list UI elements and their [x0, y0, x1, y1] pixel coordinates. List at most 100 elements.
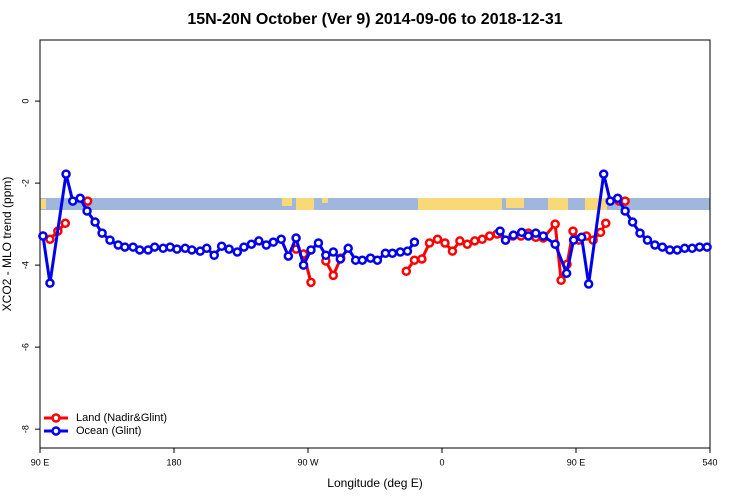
data-point [254, 236, 264, 246]
data-point [470, 236, 480, 246]
data-point [672, 245, 682, 255]
data-point [61, 169, 71, 179]
data-point [620, 196, 630, 206]
data-point [702, 242, 712, 252]
data-point [387, 248, 398, 258]
data-point [508, 230, 519, 240]
data-point [523, 231, 534, 241]
x-tick-label: 90 E [567, 457, 586, 467]
data-point [601, 218, 611, 229]
legend-label: Ocean (Glint) [76, 425, 141, 437]
data-point [291, 233, 301, 243]
legend-marker [51, 426, 61, 436]
data-point [120, 242, 130, 252]
data-point [440, 238, 450, 248]
data-point [635, 228, 645, 238]
data-point [306, 245, 316, 255]
data-point [343, 243, 353, 254]
chart-title: 15N-20N October (Ver 9) 2014-09-06 to 20… [187, 11, 562, 28]
data-point [328, 247, 339, 257]
data-point [432, 234, 443, 245]
data-point [612, 193, 623, 204]
data-point [679, 243, 690, 254]
data-point [82, 196, 93, 206]
map-ocean-band [40, 198, 710, 210]
data-point [687, 243, 697, 254]
series-line [41, 173, 708, 285]
data-point [495, 226, 505, 236]
y-tick-label: -8 [20, 425, 30, 433]
series-line [42, 199, 626, 283]
plot-frame [39, 39, 711, 449]
data-point [328, 270, 339, 281]
data-point [313, 238, 324, 248]
data-point [209, 250, 219, 261]
data-point [45, 234, 55, 245]
data-point [283, 251, 294, 261]
data-point [172, 244, 182, 254]
y-tick-label: -4 [20, 261, 30, 269]
data-point [538, 231, 548, 241]
data-point [650, 240, 660, 250]
data-point [82, 206, 92, 216]
data-point [583, 279, 594, 289]
y-tick-label: 0 [20, 99, 30, 104]
legend-label: Land (Nadir&Glint) [76, 412, 167, 424]
data-point [97, 228, 107, 238]
data-point [531, 228, 541, 238]
data-point [627, 217, 638, 227]
y-axis-label: XCO2 - MLO trend (ppm) [0, 177, 14, 312]
data-point [447, 246, 458, 256]
data-point [276, 234, 286, 245]
x-tick-label: 180 [166, 457, 181, 467]
data-point [75, 193, 85, 204]
data-point [395, 247, 406, 257]
x-tick-label: 90 W [297, 457, 319, 467]
data-point [576, 232, 587, 242]
data-point [187, 245, 197, 255]
data-point [694, 242, 705, 252]
legend-marker [51, 413, 61, 423]
data-point [321, 250, 331, 261]
data-point [477, 234, 487, 245]
data-point [268, 237, 279, 247]
data-point [484, 231, 495, 241]
data-point [424, 238, 435, 248]
data-point [372, 255, 383, 265]
data-point [402, 246, 413, 256]
data-point [556, 275, 566, 286]
data-point [642, 235, 653, 245]
data-point [224, 244, 234, 254]
data-point [568, 235, 579, 245]
data-point [298, 260, 309, 270]
data-point [306, 277, 316, 288]
x-tick-label: 90 E [31, 457, 50, 467]
data-point [149, 242, 160, 252]
data-point [409, 255, 420, 265]
data-point [38, 231, 48, 241]
data-point [568, 226, 578, 236]
x-tick-label: 540 [702, 457, 717, 467]
data-point [561, 268, 572, 279]
data-point [516, 227, 527, 238]
data-point [665, 245, 675, 255]
data-point [135, 245, 145, 255]
data-point [239, 242, 249, 252]
x-tick-label: 0 [439, 457, 444, 467]
data-point [409, 237, 420, 247]
data-point [105, 235, 115, 245]
data-point [657, 242, 668, 252]
data-point [455, 236, 465, 246]
data-point [45, 278, 55, 288]
data-point [90, 217, 100, 227]
data-point [620, 206, 630, 216]
data-point [401, 266, 412, 277]
data-point [500, 235, 511, 245]
data-point [417, 254, 427, 264]
data-point [335, 254, 346, 264]
x-axis-label: Longitude (deg E) [327, 476, 422, 490]
data-point [60, 218, 71, 229]
data-point [462, 239, 473, 249]
data-point [550, 239, 560, 249]
